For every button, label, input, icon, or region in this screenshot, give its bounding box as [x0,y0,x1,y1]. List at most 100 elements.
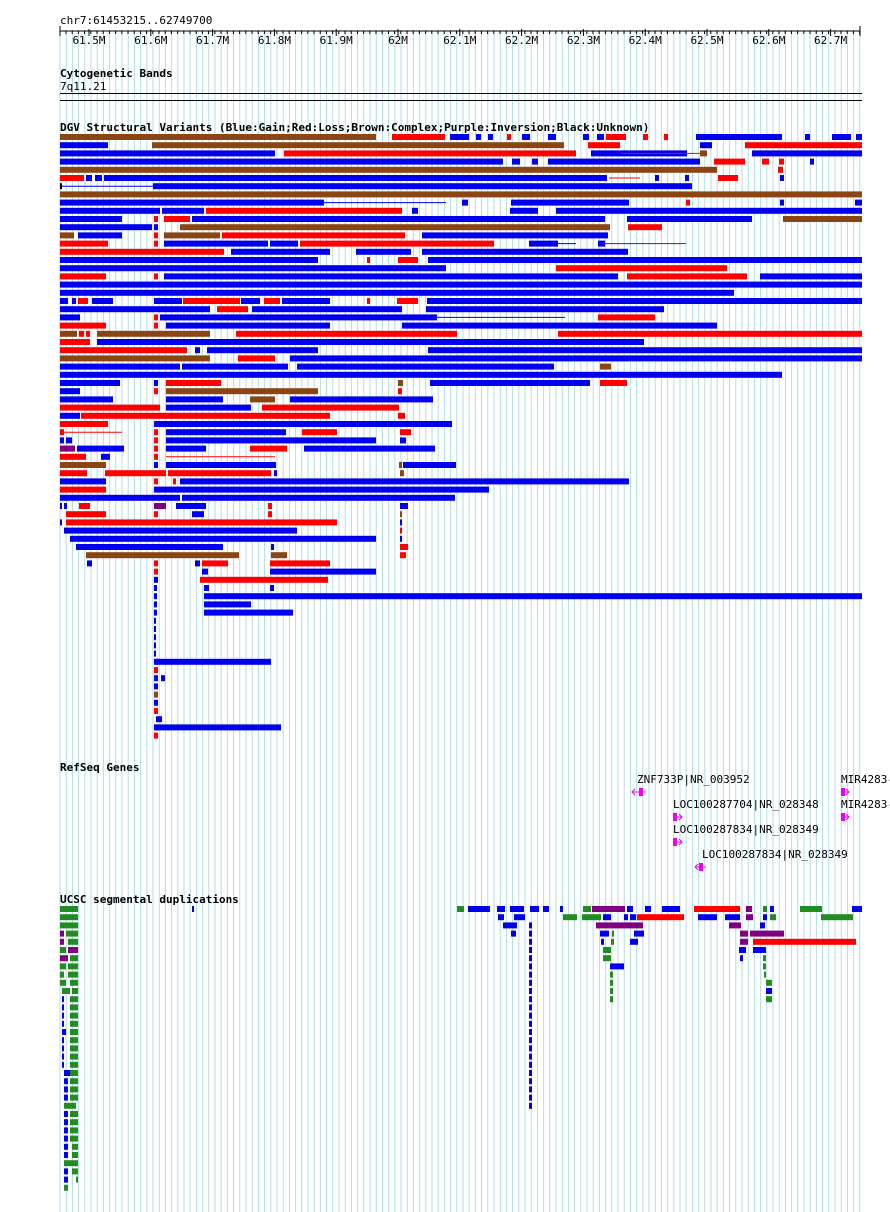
variant-bar [231,248,330,255]
variant-bar [97,339,644,345]
segdup-bar [62,988,70,994]
variant-bar [428,347,862,354]
variant-bar [60,396,113,403]
gene-exon [841,813,845,821]
variant-bar [700,150,707,157]
segdup-bar [753,947,766,953]
segdup-bar [70,1078,78,1085]
segdup-bar [698,914,717,921]
variant-bar [522,134,530,140]
segdup-bar [740,955,743,962]
gene-exon [699,863,703,871]
variant-bar [398,257,418,263]
variant-bar [173,478,176,485]
variant-bar [400,544,408,550]
variant-bar [450,134,469,140]
variant-bar [855,199,862,206]
segdup-bar [600,930,609,937]
variant-bar [195,560,200,567]
segdup-bar [64,1127,68,1134]
gene-strand-arrow [678,813,683,821]
segdup-bar [70,1127,78,1134]
variant-bar [154,445,158,452]
gene-label-loc100287834-b[interactable]: LOC100287834|NR_028349 [702,848,848,861]
variant-bar [60,289,734,296]
segdup-bar [645,906,651,912]
segdup-bar [637,914,684,921]
segdup-bar [601,938,604,945]
variant-bar [81,412,330,419]
refseq-track-title: RefSeq Genes [60,761,140,774]
segdup-bar [766,979,772,986]
gene-strand-arrow [845,788,850,796]
segdup-bar [70,1020,78,1027]
variant-bar [398,388,402,395]
variant-bar [101,453,110,460]
variant-bar [696,134,782,140]
variant-bar [270,568,376,575]
variant-bar [714,158,745,165]
variant-bar [164,273,618,280]
variant-bar [60,445,75,452]
segdup-bar [60,955,68,962]
variant-bar [392,134,445,140]
refseq-track [631,788,850,871]
variant-bar [195,347,200,354]
variant-bar [154,437,158,444]
variant-bar [192,511,204,518]
segdup-bar [64,1078,68,1085]
variant-bar [207,347,318,354]
variant-bar [588,142,620,149]
variant-bar [104,175,607,181]
variant-bar [105,470,166,477]
segdup-bar [610,963,624,970]
variant-bar [86,330,90,337]
gene-label-mir4283-2[interactable]: MIR4283-2 [841,799,890,811]
variant-bar [154,314,158,321]
variant-bar [66,437,72,444]
ruler-tick-label: 61.7M [196,34,229,47]
segdup-bar [529,979,532,986]
segdup-bar [543,906,549,912]
variant-bar [60,158,503,165]
variant-bar [154,601,157,608]
variant-bar [180,478,629,485]
variant-bar [60,224,152,231]
segdup-bar [62,1037,64,1044]
variant-bar [60,183,62,190]
gene-label-znf733p[interactable]: ZNF733P|NR_003952 [637,773,750,786]
segdup-bar [62,996,64,1003]
segdup-bar [64,1152,68,1158]
segdup-bar [62,1053,64,1060]
segdup-bar [563,914,577,921]
gene-label-mir4283-1[interactable]: MIR4283-1 [841,774,890,786]
ruler-tick-label: 62.4M [629,34,662,47]
variant-bar [780,199,784,206]
variant-bar [154,683,158,690]
segdup-bar [529,996,532,1003]
segdup-bar [68,971,78,978]
variant-bar [783,216,862,222]
variant-bar [78,298,88,304]
variant-bar [60,199,324,206]
variant-bar [403,462,456,468]
variant-bar [400,470,404,477]
segdup-bar [60,914,78,921]
segdup-bar [60,930,64,937]
variant-bar [60,355,210,362]
variant-bar [356,248,411,255]
segdup-bar [64,1086,68,1093]
segdup-bar [72,1152,78,1158]
variant-bar [507,134,511,140]
variant-bar [60,412,80,419]
segdup-bar [529,1037,532,1044]
variant-bar [250,396,275,403]
gene-label-loc100287704[interactable]: LOC100287704|NR_028348 [673,798,819,811]
ruler-tick-label: 62M [388,34,408,47]
ruler: 61.5M 61.6M 61.7M 61.8M 61.9M 62M 62.1M 62.2M 62… [59,26,861,47]
gene-label-loc100287834-a[interactable]: LOC100287834|NR_028349 [673,823,819,836]
variant-bar [154,699,158,706]
variant-bar [60,306,210,313]
variant-bar [156,724,281,731]
variant-bar [97,330,210,337]
